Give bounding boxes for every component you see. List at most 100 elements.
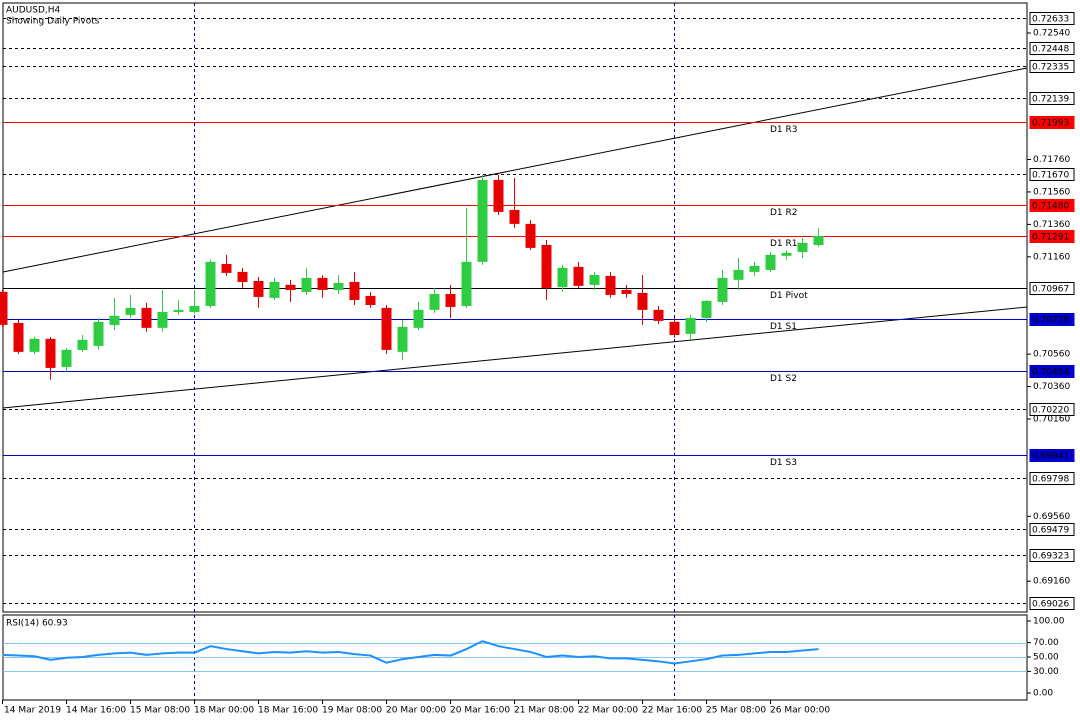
level-box <box>1029 12 1075 25</box>
candle-body <box>509 209 520 224</box>
y-tick-label: 30.00 <box>1033 667 1059 677</box>
x-tick-label: 19 Mar 08:00 <box>322 706 382 716</box>
candle-body <box>365 295 376 305</box>
y-tick-label: 100.00 <box>1033 616 1065 626</box>
y-tick-label: 0.72540 <box>1033 29 1070 39</box>
candle-body <box>557 267 568 287</box>
candle-body <box>749 265 760 272</box>
level-label: 0.70220 <box>1032 406 1069 416</box>
x-tick-label: 20 Mar 16:00 <box>450 706 510 716</box>
candle-body <box>269 281 280 298</box>
candle-body <box>765 254 776 270</box>
candle-body <box>525 223 536 248</box>
candle-body <box>13 322 24 352</box>
level-box <box>1029 282 1075 295</box>
candle-body <box>109 315 120 325</box>
candle-body <box>637 292 648 310</box>
trend-line <box>2 306 1028 409</box>
level-label: 0.72448 <box>1032 45 1069 55</box>
candle-body <box>253 280 264 297</box>
candle-body <box>621 289 632 294</box>
candle-body <box>461 261 472 306</box>
candle-body <box>717 277 728 302</box>
candle-body <box>413 309 424 328</box>
candle-body <box>733 269 744 280</box>
chart-subtitle: Showing Daily Pivots <box>6 17 100 27</box>
level-label: 0.70967 <box>1032 285 1069 295</box>
candle-body <box>317 277 328 290</box>
level-label: 0.72633 <box>1032 15 1069 25</box>
level-name: D1 R3 <box>770 125 798 135</box>
level-label: 0.70454 <box>1032 368 1069 378</box>
level-label: 0.69323 <box>1032 552 1069 562</box>
y-tick-label: 70.00 <box>1033 638 1059 648</box>
level-name: D1 Pivot <box>770 291 808 301</box>
main-panel <box>2 2 1028 613</box>
candle-body <box>381 307 392 350</box>
y-tick-label: 0.71560 <box>1033 187 1070 197</box>
candle-body <box>205 261 216 306</box>
level-box <box>1029 42 1075 55</box>
candle-body <box>93 321 104 346</box>
x-tick-label: 21 Mar 08:00 <box>514 706 574 716</box>
x-tick-label: 25 Mar 08:00 <box>706 706 766 716</box>
x-tick-label: 18 Mar 16:00 <box>258 706 318 716</box>
candle-body <box>301 277 312 292</box>
level-box <box>1029 523 1075 536</box>
level-box <box>1029 597 1075 610</box>
level-label: 0.70778 <box>1032 316 1069 326</box>
candle-body <box>397 326 408 352</box>
candle-body <box>701 300 712 318</box>
rsi-title: RSI(14) 60.93 <box>6 619 68 629</box>
candle-body <box>813 235 824 245</box>
level-name: D1 S3 <box>770 458 797 468</box>
candle-body <box>237 271 248 282</box>
level-name: D1 S1 <box>770 322 797 332</box>
level-box <box>1029 549 1075 562</box>
level-label: 0.69479 <box>1032 526 1069 536</box>
candle-body <box>445 293 456 307</box>
candle-body <box>493 179 504 212</box>
level-label: 0.69026 <box>1032 600 1069 610</box>
level-label: 0.71480 <box>1032 202 1069 212</box>
candle-body <box>189 305 200 312</box>
candle-body <box>429 293 440 310</box>
y-tick-label: 0.71360 <box>1033 220 1070 230</box>
candle-body <box>541 244 552 288</box>
level-box <box>1029 92 1075 105</box>
level-label: 0.72335 <box>1032 63 1069 73</box>
level-label: 0.69941 <box>1032 452 1069 462</box>
candle-body <box>173 309 184 312</box>
y-tick-label: 0.70360 <box>1033 382 1070 392</box>
level-box <box>1029 199 1075 212</box>
y-tick-label: 0.70160 <box>1033 415 1070 425</box>
level-label: 0.71291 <box>1032 233 1069 243</box>
candle-body <box>61 349 72 367</box>
level-name: D1 R1 <box>770 239 798 249</box>
candle-body <box>653 309 664 321</box>
candle-body <box>157 311 168 328</box>
x-tick-label: 18 Mar 00:00 <box>194 706 254 716</box>
level-box <box>1029 116 1075 129</box>
x-tick-label: 20 Mar 00:00 <box>386 706 446 716</box>
candle-body <box>45 338 56 368</box>
candle-body <box>605 275 616 295</box>
candle-body <box>781 252 792 256</box>
candle-body <box>141 307 152 328</box>
level-name: D1 S2 <box>770 374 797 384</box>
x-tick-label: 15 Mar 08:00 <box>130 706 190 716</box>
candle-body <box>349 281 360 300</box>
level-box <box>1029 449 1075 462</box>
x-tick-label: 14 Mar 2019 <box>4 706 61 716</box>
candle-body <box>285 284 296 290</box>
rsi-line <box>2 640 819 665</box>
level-box <box>1029 403 1075 416</box>
level-box <box>1029 168 1075 181</box>
x-tick-label: 26 Mar 00:00 <box>770 706 830 716</box>
candle-body <box>29 338 40 352</box>
y-tick-label: 50.00 <box>1033 652 1059 662</box>
level-label: 0.71670 <box>1032 171 1069 181</box>
candle-body <box>477 179 488 262</box>
candle-body <box>0 291 8 325</box>
y-tick-label: 0.69160 <box>1033 577 1070 587</box>
